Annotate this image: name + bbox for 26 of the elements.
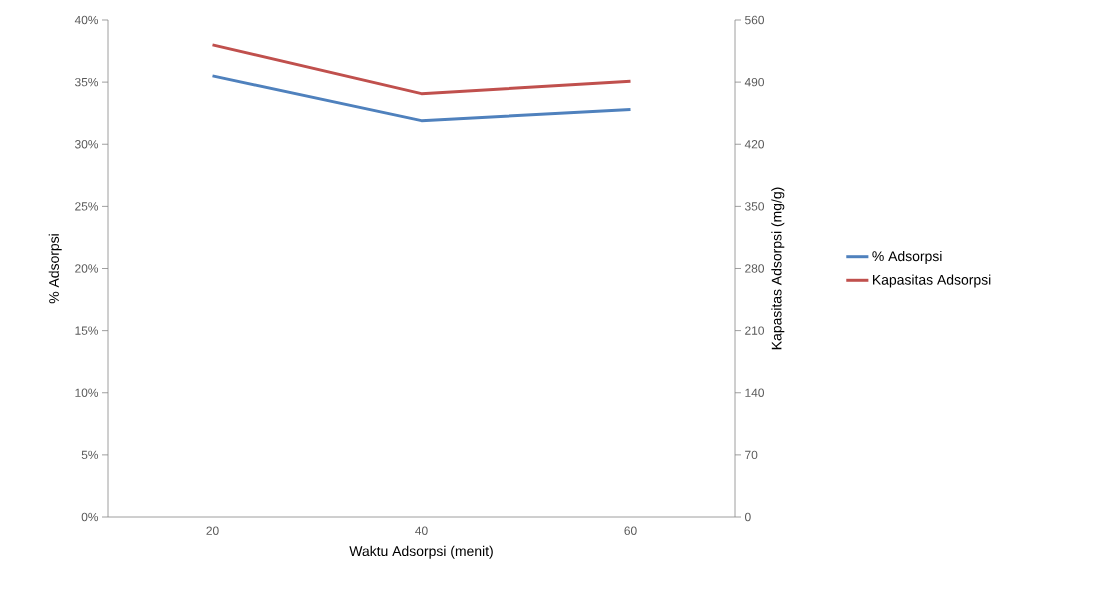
y2-tick-label: 490 <box>744 77 765 87</box>
y-tick-label: 5% <box>81 450 99 460</box>
y-tick-label: 20% <box>75 264 99 273</box>
x-tick-label: 60 <box>624 526 637 535</box>
y2-axis-title: Kapasitas Adsorpsi (mg/g) <box>771 187 785 350</box>
y2-tick-label: 70 <box>745 450 758 460</box>
legend-label: % Adsorpsi <box>872 250 942 264</box>
y-tick-label: 25% <box>75 202 99 211</box>
y-tick-label: 40% <box>74 15 99 25</box>
y2-tick-label: 420 <box>744 140 765 149</box>
y2-tick-label: 350 <box>744 202 765 211</box>
y-tick-label: 0% <box>81 512 99 522</box>
y-tick-label: 10% <box>75 388 99 397</box>
y2-tick-label: 210 <box>745 326 765 335</box>
y-tick-label: 30% <box>75 140 99 149</box>
x-tick-label: 40 <box>415 526 428 535</box>
legend-label: Kapasitas Adsorpsi <box>873 274 991 288</box>
y2-tick-label: 560 <box>745 15 765 25</box>
y2-tick-label: 280 <box>745 264 765 273</box>
y-axis-title: % Adsorpsi <box>48 234 62 304</box>
y2-tick-label: 140 <box>745 388 765 397</box>
y2-tick-label: 0 <box>745 512 751 522</box>
y-tick-label: 15% <box>75 326 99 335</box>
y-tick-label: 35% <box>75 77 99 87</box>
x-tick-label: 20 <box>206 526 219 535</box>
x-axis-title: Waktu Adsorpsi (menit) <box>349 545 493 559</box>
